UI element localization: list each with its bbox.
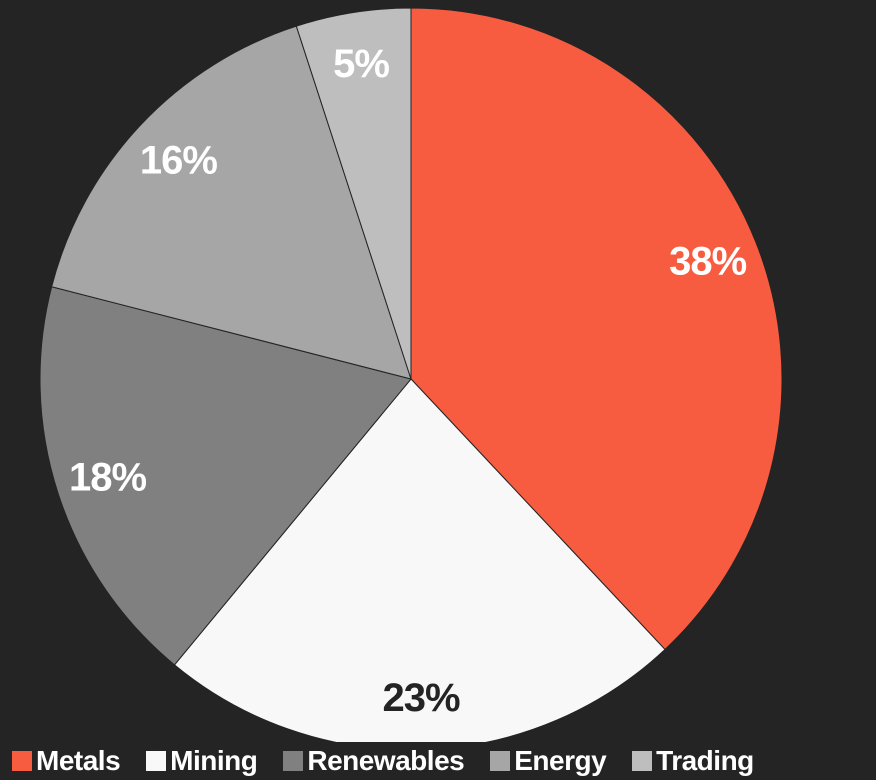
pie-slice-labels: 38% 23% 18% 16% 5%: [69, 42, 748, 720]
legend-label: Renewables: [307, 745, 465, 776]
slice-label-energy: 16%: [140, 139, 217, 183]
pie-slice-trading: [295, 7, 412, 380]
legend-swatch: [490, 751, 511, 771]
legend-label: Mining: [170, 745, 258, 776]
legend-swatch: [12, 751, 32, 771]
legend-label: Metals: [36, 745, 121, 776]
slice-label-mining: 23%: [382, 676, 459, 720]
legend-label: Trading: [656, 745, 754, 776]
slice-label-trading: 5%: [333, 42, 389, 86]
legend-item-metals: Metals: [12, 745, 121, 777]
legend: Metals Mining Renewables Energy Trading: [12, 742, 876, 780]
legend-item-renewables: Renewables: [283, 745, 465, 777]
legend-swatch: [146, 751, 167, 771]
slice-label-metals: 38%: [669, 240, 746, 284]
pie-slice-renewables: [39, 286, 412, 666]
legend-item-trading: Trading: [632, 745, 754, 777]
legend-item-energy: Energy: [490, 745, 607, 777]
legend-label: Energy: [514, 745, 607, 776]
pie-chart: 38% 23% 18% 16% 5%: [39, 7, 783, 742]
slice-label-renewables: 18%: [69, 456, 146, 500]
pie-slice-mining: [173, 378, 666, 742]
pie-slice-metals: [410, 7, 783, 651]
legend-swatch: [283, 751, 304, 771]
legend-item-mining: Mining: [146, 745, 258, 777]
legend-swatch: [632, 751, 653, 771]
pie-slices: [39, 7, 783, 742]
pie-slice-energy: [51, 25, 412, 380]
